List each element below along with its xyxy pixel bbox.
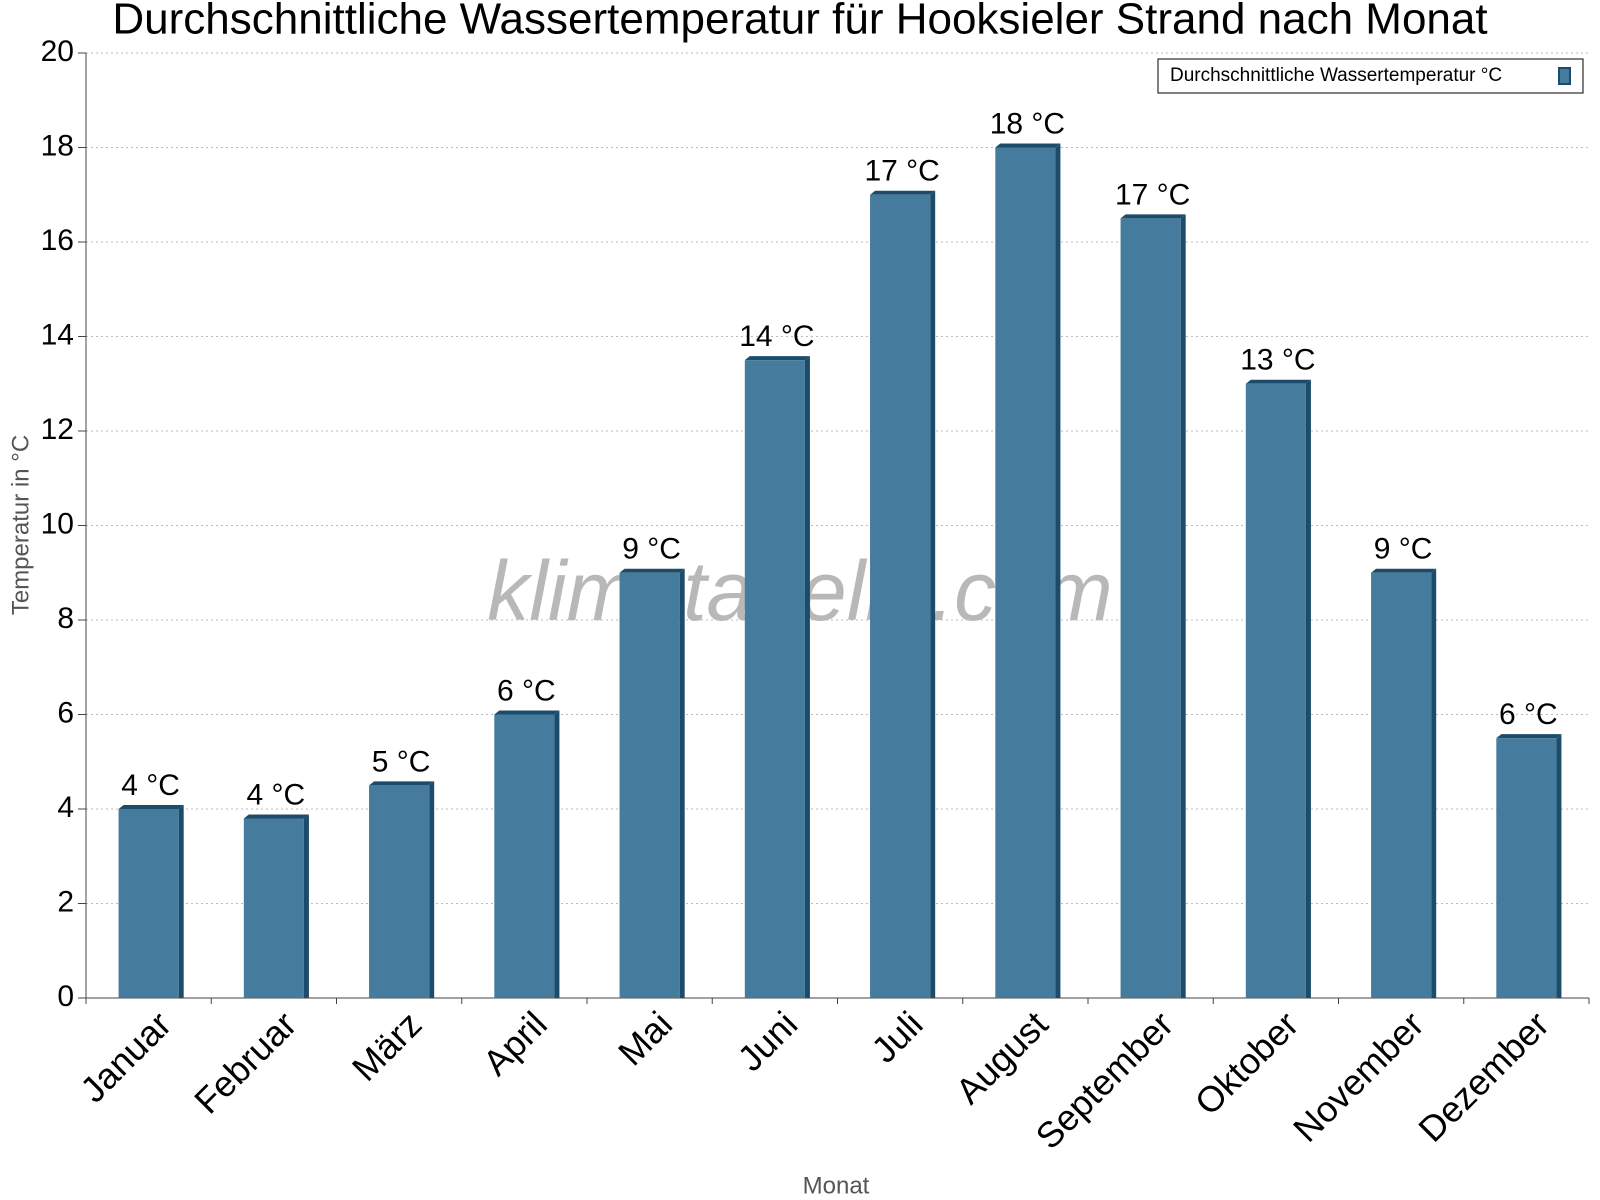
bar-side	[1305, 379, 1311, 998]
data-label: 6 °C	[497, 674, 556, 707]
y-tick-label: 2	[57, 885, 74, 918]
bar-top	[494, 710, 560, 715]
bar	[619, 572, 680, 998]
x-axis-label: Monat	[803, 1172, 870, 1199]
data-label: 6 °C	[1499, 698, 1558, 731]
bar-top	[118, 805, 184, 809]
x-tick-label: Januar	[72, 1003, 179, 1110]
bar-top	[744, 356, 810, 361]
bar	[1496, 738, 1557, 998]
bar-top	[1245, 379, 1311, 384]
x-tick-label: März	[344, 1003, 430, 1089]
chart-title: Durchschnittliche Wassertemperatur für H…	[112, 0, 1487, 44]
bar-side	[804, 356, 810, 998]
legend-box	[1157, 58, 1584, 94]
data-label: 9 °C	[622, 533, 681, 566]
bar-side	[303, 814, 309, 998]
data-label: 9 °C	[1374, 533, 1433, 566]
legend-swatch	[1558, 67, 1571, 85]
bar	[1371, 572, 1432, 998]
y-tick-label: 8	[57, 602, 74, 635]
bar	[1120, 218, 1181, 998]
x-tick-label: Juni	[730, 1003, 806, 1079]
bar-side	[1055, 143, 1061, 998]
bar-side	[930, 190, 936, 998]
bar-top	[619, 568, 685, 573]
y-tick-label: 0	[57, 980, 74, 1013]
y-tick-label: 6	[57, 696, 74, 729]
x-tick-label: November	[1285, 1003, 1431, 1149]
y-tick-label: 18	[41, 129, 74, 162]
x-tick-label: April	[475, 1003, 555, 1083]
bar-top	[243, 814, 309, 819]
x-tick-label: Dezember	[1410, 1003, 1556, 1149]
bar-top	[1371, 568, 1437, 573]
data-label: 4 °C	[121, 769, 180, 802]
data-label: 17 °C	[864, 155, 939, 188]
y-tick-label: 16	[41, 224, 74, 257]
data-label: 5 °C	[372, 745, 431, 778]
y-tick-label: 12	[41, 413, 74, 446]
bar-top	[870, 190, 936, 195]
bar	[870, 194, 931, 998]
x-tick-label: Juli	[863, 1003, 930, 1070]
bar	[1245, 383, 1306, 998]
legend: Durchschnittliche Wassertemperatur °C	[1157, 58, 1584, 94]
bar	[494, 714, 555, 998]
data-label: 17 °C	[1115, 178, 1190, 211]
bar-side	[178, 805, 184, 998]
x-tick-label: Mai	[610, 1003, 680, 1073]
bar-side	[554, 710, 560, 998]
bar-side	[1431, 568, 1437, 998]
bar	[369, 785, 430, 998]
data-label: 14 °C	[739, 320, 814, 353]
data-label: 18 °C	[990, 107, 1065, 140]
bar-side	[1180, 214, 1186, 998]
bar-top	[369, 781, 435, 786]
bar	[243, 818, 304, 998]
bar-top	[1496, 734, 1562, 739]
bar	[118, 809, 179, 998]
y-tick-label: 20	[41, 35, 74, 68]
bar-side	[679, 568, 685, 998]
x-tick-label: August	[948, 1003, 1056, 1111]
y-axis-label: Temperatur in °C	[7, 435, 34, 615]
bar-top	[1120, 214, 1186, 219]
bar-side	[1556, 734, 1562, 998]
x-tick-label: Oktober	[1187, 1003, 1307, 1123]
bar	[995, 147, 1056, 998]
x-tick-label: Februar	[186, 1003, 304, 1121]
bar-side	[429, 781, 435, 998]
y-tick-label: 14	[41, 318, 74, 351]
x-tick-label: September	[1027, 1003, 1181, 1157]
bar	[744, 360, 805, 998]
data-label: 13 °C	[1240, 344, 1315, 377]
data-label: 4 °C	[247, 778, 306, 811]
bar-top	[995, 143, 1061, 148]
legend-label: Durchschnittliche Wassertemperatur °C	[1170, 65, 1502, 86]
y-tick-label: 10	[41, 507, 74, 540]
y-tick-label: 4	[57, 791, 74, 824]
